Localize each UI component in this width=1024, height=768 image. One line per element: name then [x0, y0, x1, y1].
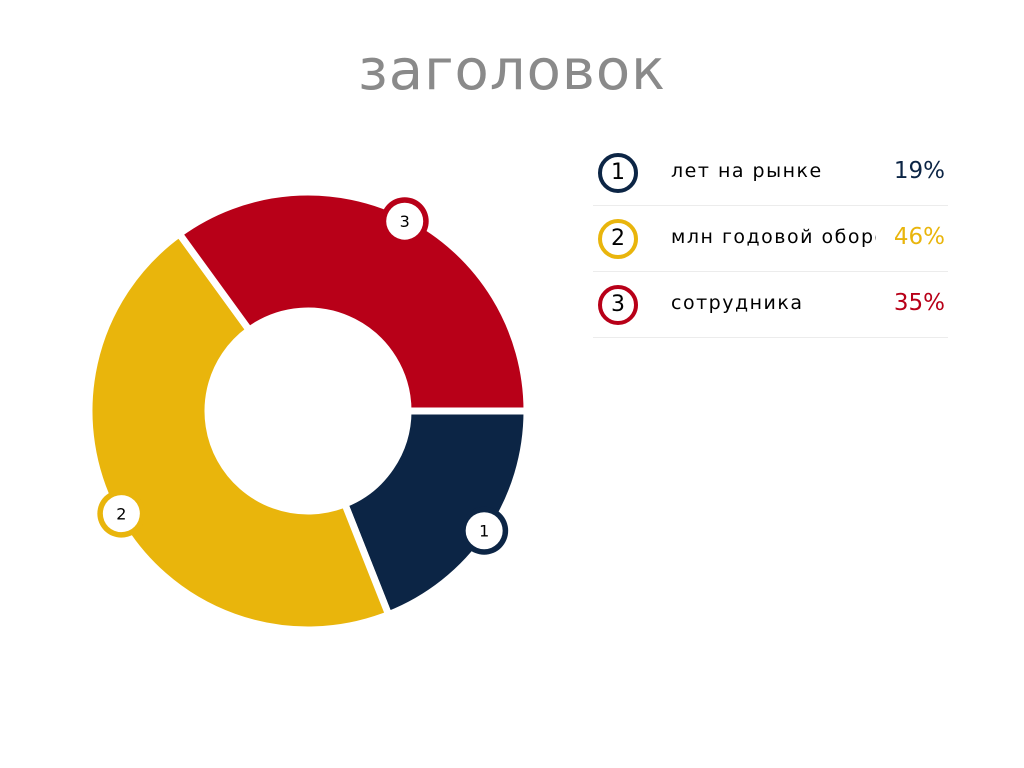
legend-label: лет на рынке — [671, 160, 823, 182]
legend-badge: 3 — [598, 285, 638, 325]
marker-fill — [102, 495, 140, 533]
legend: 1 лет на рынке 19% 2 млн годовой оборот … — [593, 140, 948, 338]
donut-slice-1 — [340, 407, 531, 620]
legend-badge: 2 — [598, 219, 638, 259]
donut-slice-3 — [174, 188, 531, 415]
marker-fill — [386, 202, 424, 240]
slice-marker-2: 2 — [97, 489, 146, 538]
legend-value: 19% — [893, 158, 945, 184]
legend-value: 46% — [893, 224, 945, 250]
chart-title: заголовок — [358, 38, 666, 103]
legend-item: 1 лет на рынке 19% — [593, 140, 948, 206]
legend-label: млн годовой оборот — [671, 226, 876, 248]
donut-slice-2 — [85, 228, 394, 634]
marker-fill — [465, 512, 503, 550]
donut-chart: 1 2 3 — [85, 188, 531, 634]
legend-item: 3 сотрудника 35% — [593, 272, 948, 338]
marker-label: 1 — [479, 522, 489, 541]
legend-badge: 1 — [598, 153, 638, 193]
slice-marker-1: 1 — [460, 506, 509, 555]
marker-label: 3 — [400, 212, 410, 231]
slice-marker-3: 3 — [380, 197, 429, 246]
legend-label: сотрудника — [671, 292, 804, 314]
marker-label: 2 — [116, 505, 126, 524]
legend-value: 35% — [893, 290, 945, 316]
legend-item: 2 млн годовой оборот 46% — [593, 206, 948, 272]
